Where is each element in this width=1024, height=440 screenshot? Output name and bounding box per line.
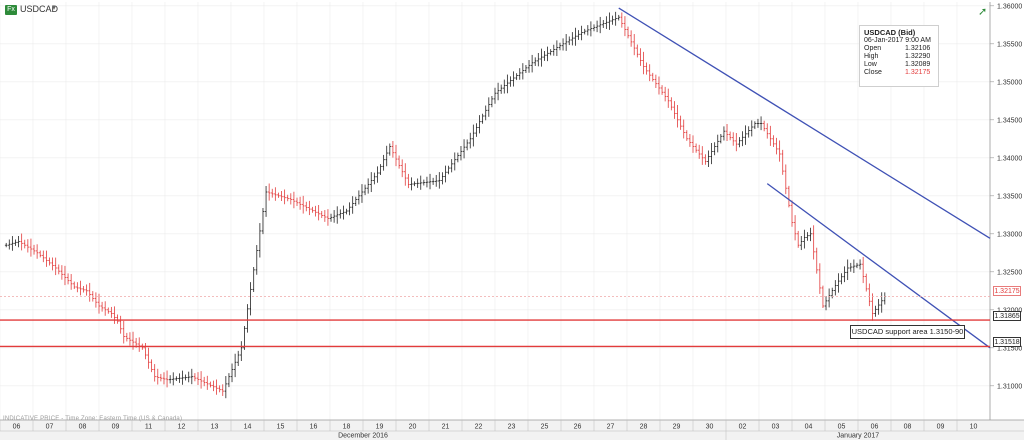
ohlc-info-box: USDCAD (Bid) 06-Jan-2017 9:00 AM Open 1.… [859, 25, 939, 87]
x-axis-band [0, 420, 1024, 440]
month-label: January 2017 [837, 433, 880, 440]
y-tick-label: 1.32000 [997, 307, 1022, 314]
y-tick-label: 1.35000 [997, 79, 1022, 86]
y-tick-label: 1.34500 [997, 117, 1022, 124]
x-tick-label: 04 [805, 424, 813, 431]
x-tick-label: 16 [310, 424, 318, 431]
x-tick-label: 23 [508, 424, 516, 431]
close-value: 1.32175 [905, 69, 931, 76]
x-tick-label: 13 [211, 424, 219, 431]
x-tick-label: 21 [442, 424, 450, 431]
low-value: 1.32089 [905, 61, 931, 68]
x-tick-label: 22 [475, 424, 483, 431]
x-tick-label: 26 [574, 424, 582, 431]
y-tick-label: 1.34000 [997, 155, 1022, 162]
x-tick-label: 03 [772, 424, 780, 431]
y-tick-label: 1.35500 [997, 41, 1022, 48]
x-tick-label: 08 [904, 424, 912, 431]
support-area-annotation: USDCAD support area 1.3150-90 [850, 325, 965, 339]
x-tick-label: 25 [541, 424, 549, 431]
x-tick-label: 09 [937, 424, 945, 431]
high-label: High [864, 53, 879, 60]
x-tick-label: 19 [376, 424, 384, 431]
x-tick-label: 07 [46, 424, 54, 431]
x-tick-label: 30 [706, 424, 714, 431]
trend-arrow-icon[interactable]: ➚ [978, 6, 988, 18]
x-tick-label: 29 [673, 424, 681, 431]
x-tick-label: 28 [640, 424, 648, 431]
info-box-datetime: 06-Jan-2017 9:00 AM [864, 37, 931, 44]
x-tick-label: 11 [145, 424, 152, 431]
last-close-price-tag: 1.32175 [993, 286, 1021, 296]
info-box-open-row: Open 1.32106 [864, 45, 934, 53]
x-tick-label: 06 [13, 424, 21, 431]
support-upper-price-tag: 1.31865 [993, 311, 1021, 321]
y-tick-label: 1.31000 [997, 383, 1022, 390]
x-tick-label: 18 [343, 424, 351, 431]
indicative-price-note: INDICATIVE PRICE - Time Zone: Eastern Ti… [3, 416, 183, 422]
chart-toolbar: Fx USDCAD ▾ ➚ [0, 0, 1024, 20]
info-box-close-row: Close 1.32175 [864, 69, 934, 77]
x-tick-label: 14 [244, 424, 252, 431]
chevron-down-icon[interactable]: ▾ [52, 3, 57, 12]
close-label: Close [864, 69, 882, 76]
info-box-low-row: Low 1.32089 [864, 61, 934, 69]
open-label: Open [864, 45, 882, 52]
y-tick-label: 1.31500 [997, 345, 1022, 352]
x-tick-label: 10 [970, 424, 978, 431]
month-label: December 2016 [338, 433, 388, 440]
support-lower-price-tag: 1.31518 [993, 337, 1021, 347]
x-tick-label: 20 [409, 424, 417, 431]
fx-icon[interactable]: Fx [5, 5, 17, 15]
y-tick-label: 1.33000 [997, 231, 1022, 238]
x-tick-label: 12 [178, 424, 186, 431]
x-tick-label: 06 [871, 424, 879, 431]
y-tick-label: 1.32500 [997, 269, 1022, 276]
x-tick-label: 15 [277, 424, 285, 431]
x-tick-label: 09 [112, 424, 120, 431]
x-tick-label: 05 [838, 424, 846, 431]
low-label: Low [864, 61, 877, 68]
high-value: 1.32290 [905, 53, 931, 60]
info-box-high-row: High 1.32290 [864, 53, 934, 61]
info-box-title: USDCAD (Bid) [864, 28, 916, 37]
trendline [618, 7, 991, 239]
x-tick-label: 02 [739, 424, 747, 431]
y-tick-label: 1.33500 [997, 193, 1022, 200]
y-tick-label: 1.36000 [997, 3, 1022, 10]
x-tick-label: 27 [607, 424, 615, 431]
open-value: 1.32106 [905, 45, 931, 52]
x-tick-label: 08 [79, 424, 87, 431]
symbol-label[interactable]: USDCAD [20, 4, 59, 14]
